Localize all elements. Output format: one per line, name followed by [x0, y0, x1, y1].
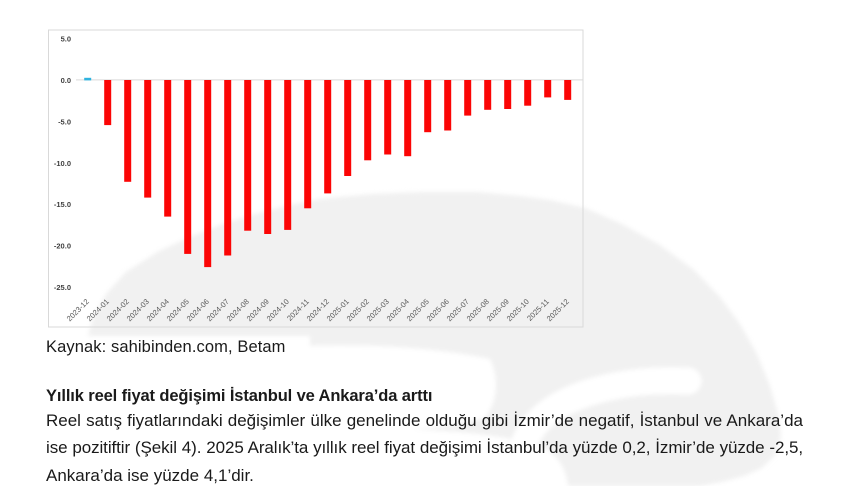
svg-text:-15.0: -15.0 — [54, 200, 71, 209]
svg-text:5.0: 5.0 — [61, 35, 71, 44]
svg-text:-10.0: -10.0 — [54, 159, 71, 168]
svg-text:-25.0: -25.0 — [54, 283, 71, 292]
svg-text:-5.0: -5.0 — [58, 117, 71, 126]
svg-text:0.0: 0.0 — [61, 76, 71, 85]
svg-text:-20.0: -20.0 — [54, 242, 71, 251]
svg-text:2025-12: 2025-12 — [545, 297, 571, 323]
